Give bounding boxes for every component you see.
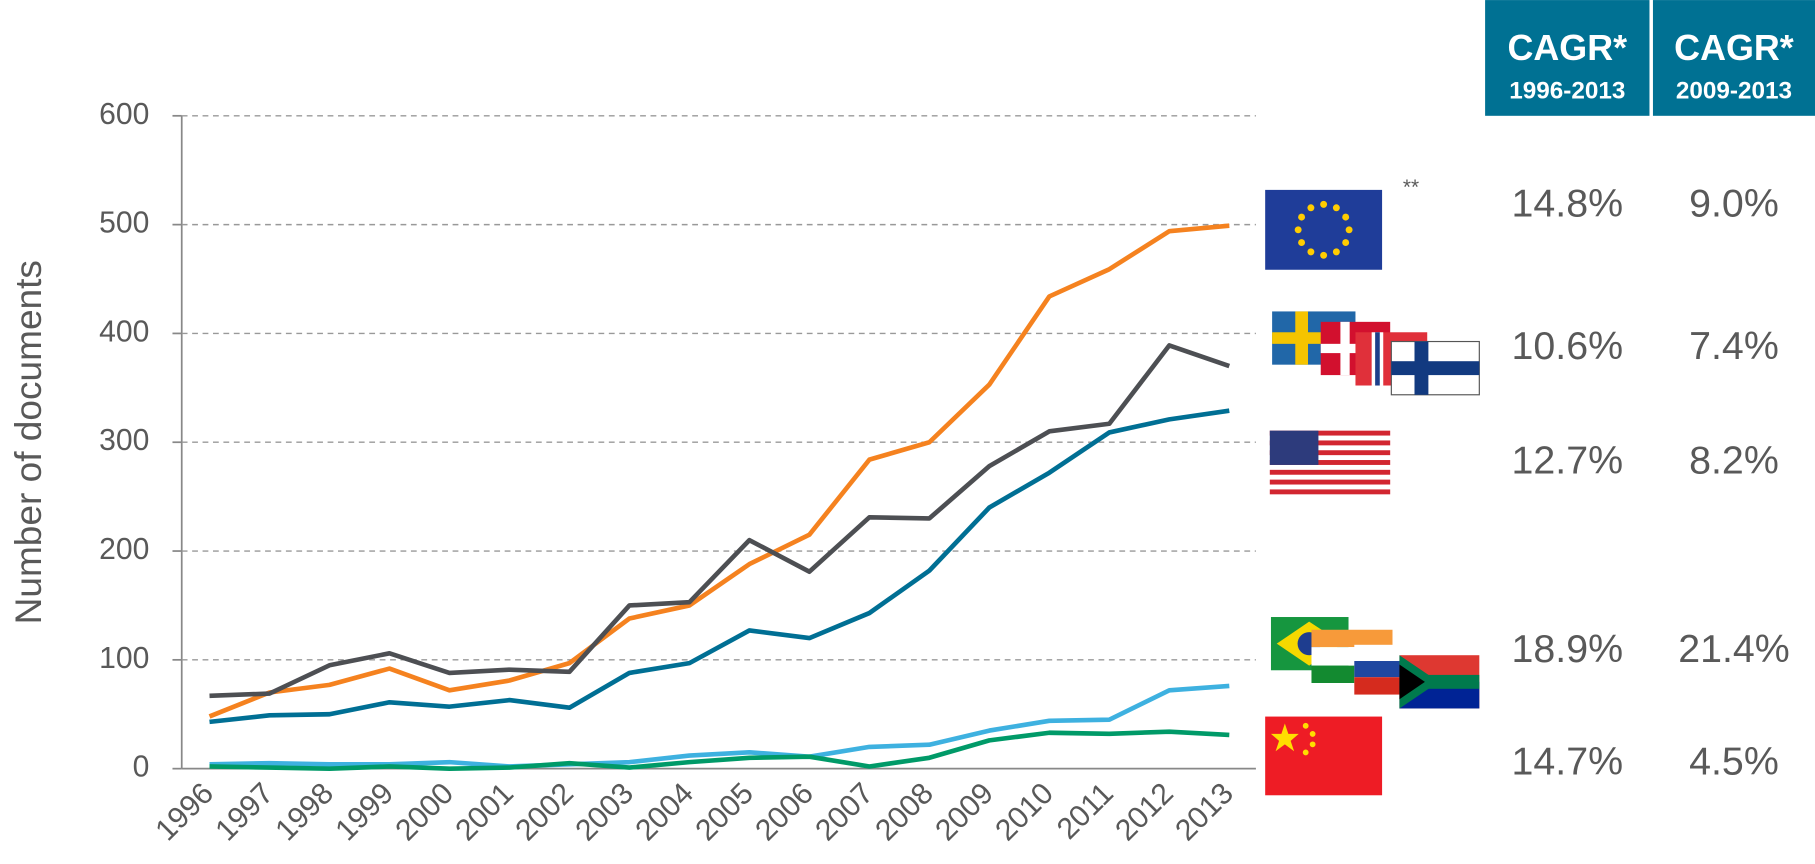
cagr-value: 9.0% — [1689, 181, 1779, 225]
star — [1345, 226, 1353, 234]
header-title: CAGR* — [1674, 28, 1794, 68]
cagr-value: 14.7% — [1512, 739, 1624, 783]
x-tick-label: 2000 — [389, 777, 460, 848]
cagr-value: 10.6% — [1512, 324, 1624, 368]
header-cell — [1652, 0, 1815, 116]
cagr-value: 7.4% — [1689, 324, 1779, 368]
stripe — [1269, 479, 1391, 485]
star — [1332, 248, 1340, 256]
y-tick-label: 200 — [99, 533, 149, 566]
flag-eu — [1265, 189, 1383, 270]
star — [1320, 251, 1328, 259]
flags-brics — [1270, 617, 1480, 709]
x-tick-label: 2004 — [629, 777, 700, 848]
series-line — [209, 408, 1230, 725]
header-cell — [1485, 0, 1650, 116]
star — [1342, 239, 1350, 247]
x-tick-label: 1996 — [149, 777, 220, 848]
stripe — [1269, 450, 1391, 456]
x-tick-label: 2012 — [1109, 777, 1180, 848]
y-tick-label: 100 — [99, 642, 149, 675]
x-tick-label: 1997 — [209, 777, 280, 848]
x-tick-label: 1998 — [269, 777, 340, 848]
cagr-value: 14.8% — [1512, 181, 1624, 225]
y-tick-label: 300 — [99, 424, 149, 457]
x-tick-label: 1999 — [329, 777, 400, 848]
canton — [1269, 430, 1319, 465]
y-tick-label: 500 — [99, 207, 149, 240]
stripe — [1269, 440, 1391, 446]
star — [1332, 204, 1340, 212]
x-tick-label: 2011 — [1051, 777, 1120, 846]
cagr-value: 8.2% — [1689, 438, 1779, 482]
x-tick-label: 2010 — [989, 777, 1060, 848]
header-title: CAGR* — [1507, 28, 1627, 68]
star — [1298, 213, 1306, 221]
y-axis-label: Number of documents — [7, 260, 49, 624]
star — [1307, 204, 1315, 212]
star — [1294, 226, 1302, 234]
y-tick-label: 0 — [133, 751, 150, 784]
cagr-value: 21.4% — [1678, 627, 1790, 671]
x-tick-label: 2002 — [509, 777, 580, 848]
stripe — [1269, 430, 1391, 436]
star — [1298, 239, 1306, 247]
y-tick-label: 400 — [99, 315, 149, 348]
x-tick-label: 2007 — [809, 777, 880, 848]
flag-us — [1269, 430, 1391, 495]
flag-china — [1265, 716, 1383, 796]
cagr-value: 4.5% — [1689, 739, 1779, 783]
x-tick-label: 2001 — [449, 777, 520, 848]
y-tick-label: 600 — [99, 98, 149, 131]
annotation: ** — [1403, 176, 1419, 199]
x-tick-label: 2003 — [569, 777, 640, 848]
x-tick-label: 2008 — [869, 777, 940, 848]
cagr-value: 18.9% — [1512, 627, 1624, 671]
star — [1307, 248, 1315, 256]
stripe — [1269, 489, 1391, 495]
x-tick-label: 2005 — [689, 777, 760, 848]
series-line — [209, 683, 1230, 769]
series-line — [209, 729, 1230, 771]
header-period: 2009-2013 — [1676, 77, 1792, 104]
x-tick-label: 2013 — [1169, 777, 1240, 848]
stripe — [1269, 469, 1391, 475]
x-tick-label: 2006 — [749, 777, 820, 848]
cagr-value: 12.7% — [1512, 438, 1624, 482]
series-line — [209, 343, 1231, 699]
star — [1342, 213, 1350, 221]
flags-nordic — [1272, 311, 1480, 396]
header-period: 1996-2013 — [1509, 77, 1625, 104]
series-line — [208, 223, 1230, 719]
x-tick-label: 2009 — [929, 777, 1000, 848]
star — [1320, 200, 1328, 208]
stripe — [1269, 460, 1391, 465]
